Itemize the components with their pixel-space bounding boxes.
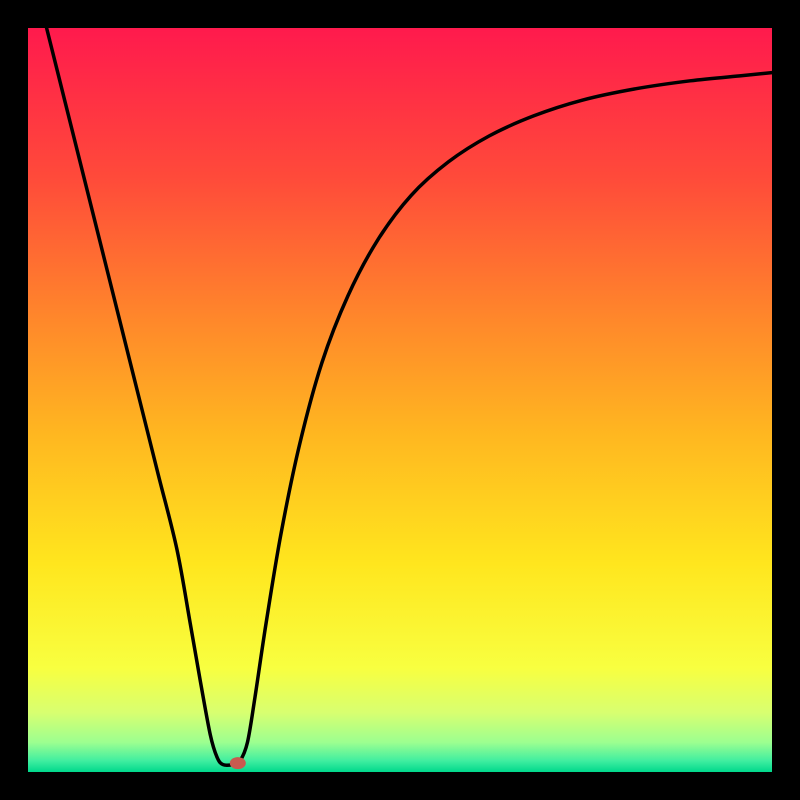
chart-frame: TheBottlenecker.com [0,0,800,800]
plot-area [28,28,772,772]
chart-svg [28,28,772,772]
bottleneck_point [230,757,246,769]
